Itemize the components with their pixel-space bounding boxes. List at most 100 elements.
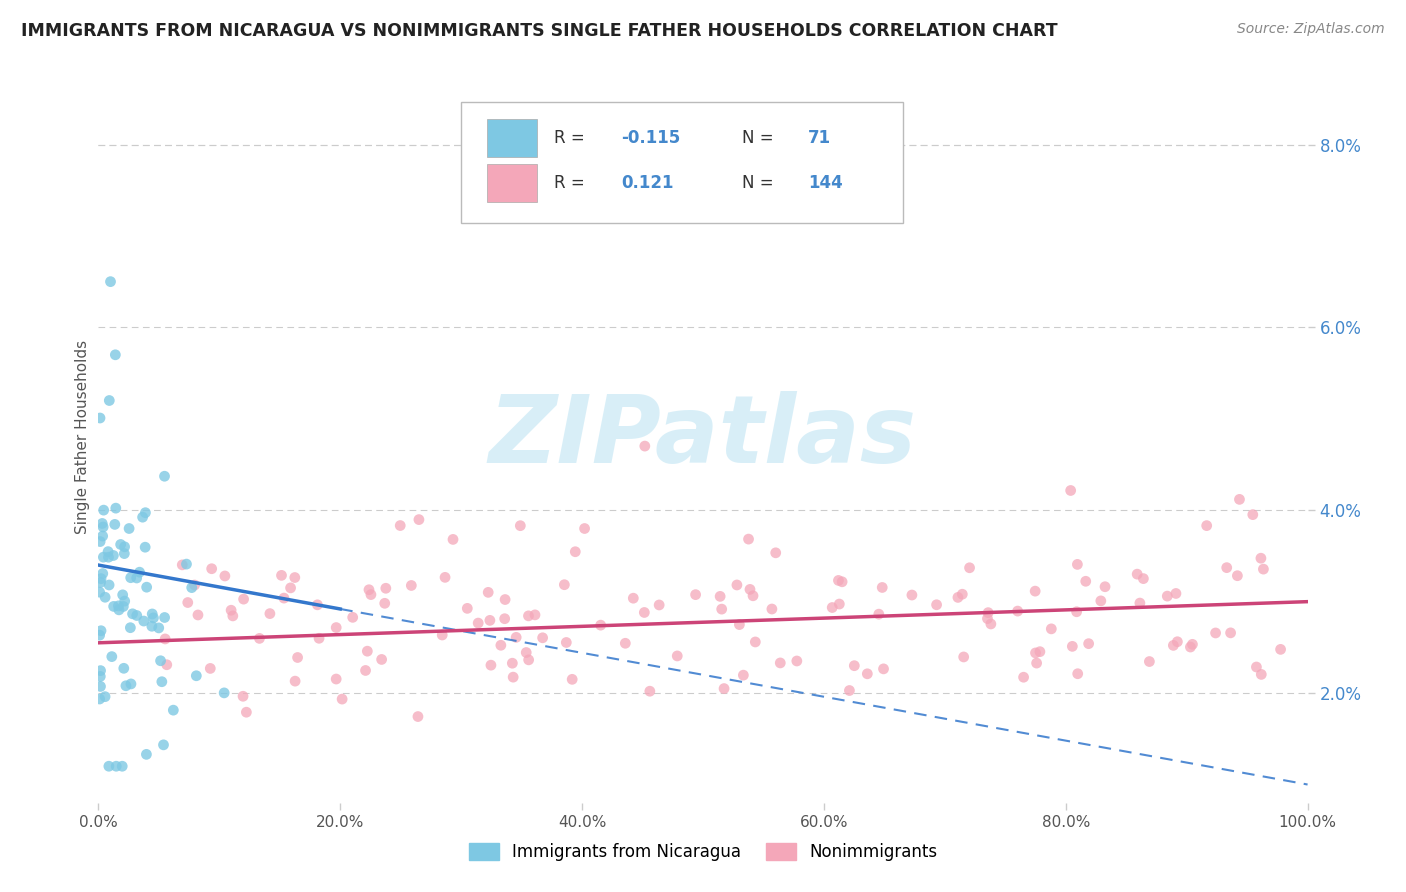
Point	[946, 591, 969, 605]
Point	[456, 601, 478, 615]
Point	[523, 607, 546, 622]
Point	[118, 521, 141, 535]
Point	[104, 501, 127, 516]
Point	[844, 658, 866, 673]
Point	[1024, 646, 1046, 660]
Point	[104, 517, 127, 532]
Point	[980, 617, 1002, 632]
Point	[1029, 645, 1052, 659]
Point	[1250, 667, 1272, 681]
Point	[94, 690, 117, 704]
Point	[408, 513, 430, 527]
Point	[1270, 642, 1292, 657]
Point	[950, 587, 973, 601]
Point	[952, 649, 974, 664]
Point	[90, 572, 112, 586]
Point	[1250, 551, 1272, 566]
Text: Source: ZipAtlas.com: Source: ZipAtlas.com	[1237, 22, 1385, 37]
Point	[614, 636, 637, 650]
Point	[214, 569, 236, 583]
Point	[501, 657, 523, 671]
Point	[308, 632, 330, 646]
Point	[561, 673, 583, 687]
Point	[505, 631, 527, 645]
Point	[91, 520, 114, 534]
Point	[406, 709, 429, 723]
Point	[976, 611, 998, 625]
Point	[1090, 594, 1112, 608]
Point	[284, 570, 307, 584]
Point	[98, 578, 121, 592]
Point	[107, 599, 129, 613]
Point	[710, 602, 733, 616]
Point	[1024, 584, 1046, 599]
Point	[91, 516, 114, 531]
Point	[280, 581, 302, 595]
Point	[1066, 558, 1088, 572]
Point	[115, 679, 138, 693]
Point	[186, 669, 208, 683]
Point	[1195, 518, 1218, 533]
Point	[132, 614, 155, 628]
Point	[273, 591, 295, 606]
Point	[531, 631, 554, 645]
Point	[135, 580, 157, 594]
Point	[249, 632, 271, 646]
Point	[156, 657, 179, 672]
Text: R =: R =	[554, 174, 591, 193]
Point	[112, 547, 135, 561]
Point	[1205, 626, 1227, 640]
Point	[162, 703, 184, 717]
Point	[589, 618, 612, 632]
Point	[287, 650, 309, 665]
Point	[89, 628, 111, 642]
Point	[1253, 562, 1275, 576]
Point	[232, 690, 254, 704]
Point	[235, 705, 257, 719]
Point	[389, 518, 412, 533]
Point	[709, 590, 731, 604]
Point	[270, 568, 292, 582]
Point	[125, 608, 148, 623]
Point	[360, 588, 382, 602]
Point	[959, 561, 981, 575]
Point	[90, 624, 112, 638]
Point	[728, 617, 751, 632]
Point	[142, 611, 165, 625]
Point	[120, 571, 142, 585]
Point	[114, 540, 136, 554]
Point	[872, 662, 894, 676]
Point	[374, 581, 396, 595]
Point	[517, 653, 540, 667]
Point	[1229, 492, 1251, 507]
Point	[354, 664, 377, 678]
Point	[135, 747, 157, 762]
Y-axis label: Single Father Households: Single Father Households	[75, 340, 90, 534]
Point	[1007, 604, 1029, 618]
FancyBboxPatch shape	[486, 119, 537, 157]
Point	[152, 738, 174, 752]
Point	[713, 681, 735, 696]
Text: ZIPatlas: ZIPatlas	[489, 391, 917, 483]
Point	[330, 692, 353, 706]
Point	[1129, 596, 1152, 610]
Point	[1166, 634, 1188, 648]
Point	[648, 598, 671, 612]
Point	[1067, 666, 1090, 681]
Point	[685, 588, 707, 602]
Point	[134, 540, 156, 554]
Point	[1246, 660, 1268, 674]
Point	[97, 544, 120, 558]
Text: 144: 144	[808, 174, 844, 193]
Point	[104, 348, 127, 362]
Point	[103, 599, 125, 614]
Point	[765, 546, 787, 560]
Point	[112, 661, 135, 675]
Point	[621, 591, 644, 606]
Point	[112, 599, 135, 614]
Point	[149, 654, 172, 668]
Point	[128, 565, 150, 579]
Point	[1180, 640, 1202, 654]
Text: N =: N =	[742, 174, 779, 193]
Point	[634, 439, 657, 453]
